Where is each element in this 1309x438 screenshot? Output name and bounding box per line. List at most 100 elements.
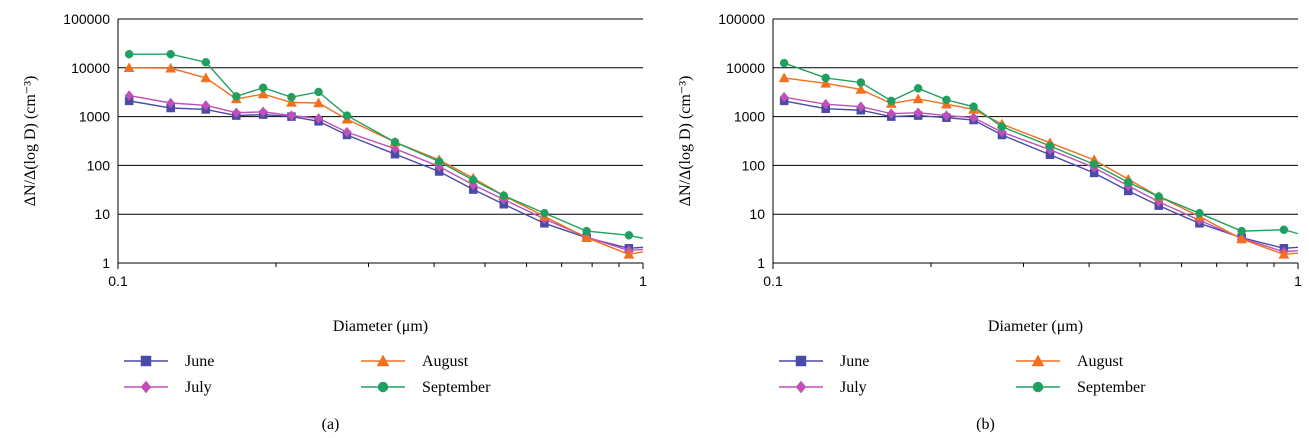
data-point-july (821, 98, 831, 110)
legend-marker-july (140, 380, 152, 394)
data-point-august (200, 72, 212, 83)
x-tick-label: 1 (1294, 273, 1302, 289)
data-point-september (1154, 192, 1164, 201)
legend-label-july: July (840, 379, 867, 396)
legend-label-june: June (840, 353, 869, 370)
y-tick-label: 1000 (79, 109, 110, 125)
data-point-july (779, 91, 789, 103)
data-point-july (124, 90, 134, 101)
panel-label: (b) (976, 416, 995, 433)
chart-svg-a: 1 10 100 1000 10000 100000 0.1 1 Diameter (μm) ΔN… (22, 11, 647, 433)
data-point-august (623, 248, 635, 259)
series-line-june (129, 100, 644, 250)
data-point-august (778, 72, 790, 83)
data-point-august (855, 83, 867, 94)
legend-marker-september (377, 381, 389, 393)
y-tick-label: 100000 (718, 11, 765, 27)
legend-label-august: August (1077, 353, 1124, 370)
data-point-september (499, 191, 509, 200)
x-axis-title: Diameter (μm) (333, 318, 428, 335)
y-tick-label: 100 (87, 157, 111, 173)
data-point-august (257, 88, 269, 99)
data-point-july (856, 101, 866, 113)
data-point-august (912, 93, 924, 104)
x-tick-label: 0.1 (108, 273, 128, 289)
y-tick-label: 10 (749, 206, 765, 222)
y-tick-label: 100 (742, 157, 766, 173)
series-line-september (129, 53, 644, 240)
series-line-july (784, 96, 1299, 253)
legend-label-june: June (185, 353, 214, 370)
data-point-september (469, 175, 478, 185)
y-axis-title: ΔN/Δ(log D) (cm⁻³) (677, 76, 694, 207)
data-point-september (232, 92, 241, 101)
chart-panel-b: 1 10 100 1000 10000 100000 0.1 1 Diameter (μm) ΔN… (655, 0, 1309, 438)
series-line-august (129, 67, 644, 256)
legend-marker-june (140, 355, 152, 367)
data-point-july (314, 112, 323, 124)
y-tick-label: 1000 (734, 109, 765, 125)
data-point-july (913, 107, 923, 119)
data-point-september (1237, 226, 1246, 236)
chart-svg-b: 1 10 100 1000 10000 100000 0.1 1 Diameter (μm) ΔN… (677, 11, 1302, 433)
data-point-august (1278, 248, 1290, 259)
legend-marker-september (1032, 381, 1044, 393)
legend-label-july: July (185, 379, 212, 396)
data-point-july (166, 97, 176, 109)
data-point-september (124, 49, 134, 59)
x-axis-title: Diameter (μm) (988, 318, 1083, 335)
y-axis-title: ΔN/Δ(log D) (cm⁻³) (22, 76, 39, 207)
y-tick-label: 100000 (63, 11, 110, 27)
data-point-july (201, 99, 211, 111)
data-point-july (342, 126, 352, 138)
data-point-september (582, 226, 591, 236)
data-point-august (286, 96, 297, 107)
legend-marker-august (1031, 354, 1045, 367)
legend-marker-august (376, 354, 390, 367)
data-point-september (390, 137, 400, 147)
data-point-september (969, 102, 978, 111)
data-point-september (1195, 208, 1204, 218)
data-point-july (886, 108, 896, 120)
y-tick-label: 1 (757, 255, 765, 271)
legend-label-september: September (422, 379, 491, 396)
series-line-september (783, 62, 1299, 235)
panel-label: (a) (322, 416, 340, 433)
x-tick-label: 0.1 (763, 273, 783, 289)
data-point-july (258, 106, 268, 118)
data-point-september (997, 122, 1007, 131)
data-point-september (624, 231, 634, 240)
legend-label-august: August (422, 353, 469, 370)
data-point-september (856, 78, 866, 87)
y-tick-label: 10 (94, 206, 110, 222)
data-point-september (434, 157, 444, 166)
data-point-september (287, 92, 296, 102)
data-point-september (314, 87, 323, 97)
data-point-september (1124, 178, 1133, 187)
data-point-july (287, 110, 296, 121)
series-line-august (784, 77, 1299, 256)
legend-marker-july (795, 380, 807, 394)
data-point-august (165, 62, 177, 73)
data-point-august (313, 97, 324, 108)
data-point-july (231, 107, 241, 119)
data-point-september (1089, 160, 1099, 169)
legend-label-september: September (1077, 379, 1146, 396)
y-tick-label: 10000 (71, 60, 110, 76)
y-tick-label: 1 (102, 255, 110, 271)
data-point-august (123, 62, 135, 73)
x-tick-label: 1 (639, 273, 647, 289)
data-point-september (913, 84, 923, 93)
series-line-july (129, 94, 644, 252)
data-point-september (887, 96, 896, 106)
series-line-june (783, 100, 1299, 250)
data-point-september (201, 57, 211, 67)
data-point-september (258, 83, 268, 93)
data-point-september (1045, 141, 1055, 151)
data-point-september (342, 111, 352, 120)
chart-panel-a: 1 10 100 1000 10000 100000 0.1 1 Diameter (μm) ΔN… (0, 0, 654, 438)
data-point-july (942, 110, 951, 121)
data-point-september (779, 58, 789, 68)
data-point-september (821, 73, 830, 83)
data-point-july (969, 112, 978, 124)
